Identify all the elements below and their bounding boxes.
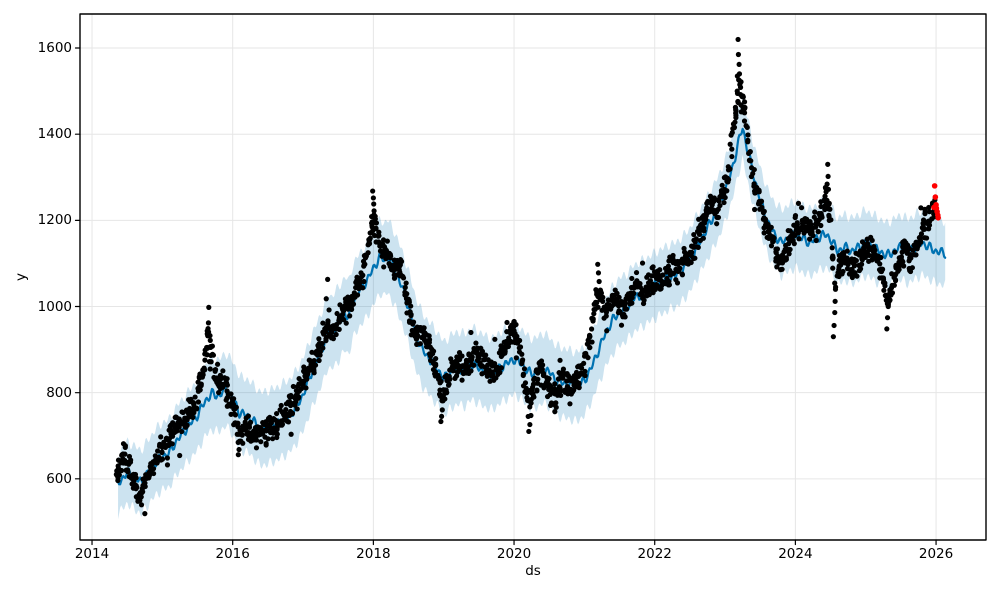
x-tick-label: 2018 bbox=[356, 546, 391, 562]
y-tick-label: 600 bbox=[46, 470, 72, 487]
y-tick-label: 800 bbox=[46, 384, 72, 401]
y-tick-label: 1000 bbox=[37, 298, 72, 315]
x-tick-label: 2014 bbox=[74, 546, 110, 562]
x-tick-label: 2020 bbox=[496, 546, 532, 562]
x-tick-label: 2022 bbox=[637, 546, 672, 562]
y-axis-title: y bbox=[13, 273, 29, 281]
y-tick-label: 1400 bbox=[37, 126, 72, 143]
y-tick-label: 1600 bbox=[37, 40, 72, 57]
x-tick-label: 2024 bbox=[778, 546, 813, 562]
x-axis-title: ds bbox=[525, 563, 541, 579]
x-tick-label: 2026 bbox=[918, 546, 954, 562]
y-tick-label: 1200 bbox=[37, 212, 72, 229]
x-tick-label: 2016 bbox=[215, 546, 250, 562]
